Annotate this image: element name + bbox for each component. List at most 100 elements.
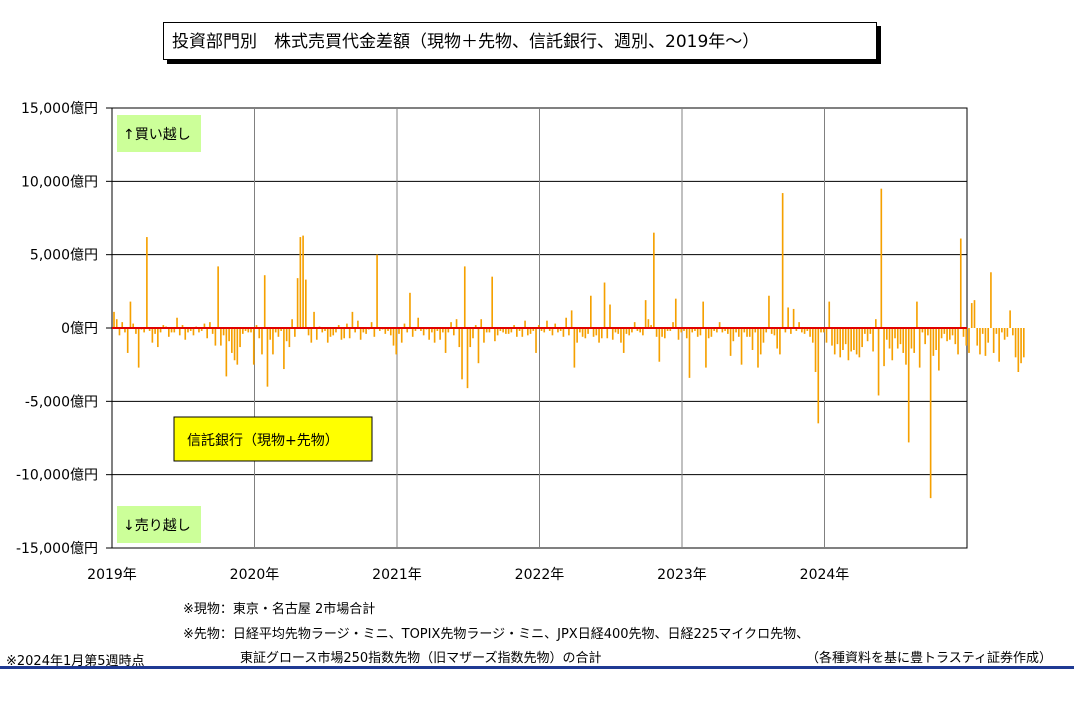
bar [178,328,181,336]
bar [302,235,304,328]
bar [896,328,899,349]
bar [162,325,165,328]
bar [888,328,891,349]
bar [198,328,200,333]
bar [496,328,499,336]
bar [143,328,145,333]
bar [948,328,951,340]
bar [735,328,737,333]
bar [710,328,713,337]
bar [957,328,959,355]
bar [173,328,176,333]
bar [587,328,589,334]
bar [458,328,461,348]
bar [200,328,203,331]
bar [532,328,535,331]
bar [951,328,954,336]
bar [866,328,869,342]
bar [518,328,521,331]
bar [779,328,781,355]
bar [313,311,315,328]
bar [754,328,757,333]
bar [272,328,274,355]
note-source: （各種資料を基に豊トラスティ証券作成） [806,651,1052,666]
bar [187,328,189,333]
bar [592,328,595,337]
bar [436,328,439,331]
bar [611,328,614,340]
bar [839,328,842,358]
bar [877,328,880,396]
bar [902,328,905,353]
bar [294,328,296,337]
bar [359,328,362,340]
bar [258,328,261,339]
bar [526,328,529,336]
bar [389,328,392,336]
bar [672,322,674,328]
bar [332,328,335,336]
bar [768,295,770,328]
bar [576,328,578,343]
x-tick-label: 2022年 [515,567,565,583]
bar [990,272,992,328]
bar [905,328,907,365]
bar [474,325,477,328]
bar [603,282,606,328]
note-futures-line1: ※先物：日経平均先物ラージ・ミニ、TOPIX先物ラージ・ミニ、JPX日経400先… [183,627,810,642]
bar [600,328,603,339]
bar [784,328,787,333]
bar [872,328,874,352]
bar [129,301,132,328]
bar [502,328,504,333]
bar [820,328,822,333]
bar [864,328,866,334]
bar [269,328,272,340]
bar [688,328,691,378]
note-as-of: ※2024年1月第5週時点 [6,654,145,669]
bar [414,328,417,331]
bar [663,328,666,339]
bar [461,328,463,380]
bar [814,328,817,372]
bar [855,328,858,355]
bar [507,328,510,334]
bar [625,328,628,334]
bar [757,328,759,368]
bar [170,328,173,333]
bar [669,328,672,331]
x-tick-label: 2023年 [657,567,707,583]
bar [770,328,773,334]
bar [113,311,115,328]
bar [148,328,151,331]
bar [938,328,940,371]
bar [620,328,622,343]
bar [535,328,537,353]
bars [113,188,1025,499]
bar [748,328,751,337]
bar [326,328,329,343]
bar [247,328,250,333]
bar [118,328,121,336]
bottom-rule [0,666,1074,669]
bar [406,328,409,333]
bar [636,328,639,331]
bar [891,328,894,361]
bar [491,276,493,328]
bar [277,328,280,337]
bar [543,328,546,333]
bar [981,328,984,334]
bar [428,328,430,340]
bar [176,317,178,328]
bar [932,328,935,356]
bar [340,328,343,340]
bar [987,328,990,343]
bar [137,328,140,368]
bar [291,319,293,328]
x-tick-label: 2020年 [230,567,280,583]
bar [206,328,208,339]
bar [653,232,655,328]
bar [546,320,548,328]
bar [395,328,398,355]
bar [910,328,913,349]
